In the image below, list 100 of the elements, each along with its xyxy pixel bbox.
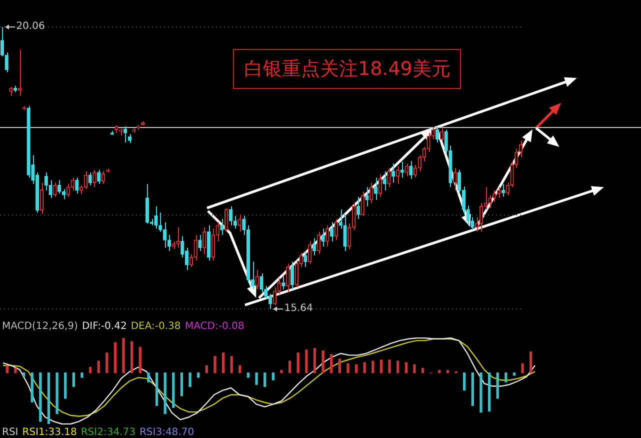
bar: [480, 372, 482, 413]
bar: [130, 341, 134, 374]
bar: [106, 352, 108, 374]
candlestick: [176, 226, 180, 248]
bar: [413, 364, 416, 374]
bar: [97, 360, 100, 374]
annotation: 20.06: [16, 21, 45, 32]
candlestick: [44, 172, 48, 191]
candlestick: [360, 191, 364, 216]
bar: [14, 368, 17, 374]
candlestick: [308, 240, 312, 264]
bar: [264, 372, 266, 387]
candlestick: [97, 169, 101, 184]
bar: [313, 348, 316, 374]
text: RSI2:34.73: [80, 427, 136, 438]
bar: [205, 365, 208, 374]
candlestick: [145, 183, 150, 224]
bar: [255, 372, 258, 385]
candlestick: [304, 250, 308, 268]
text: RSI1:33.18: [22, 427, 77, 438]
bar: [488, 372, 491, 412]
bar: [56, 372, 58, 414]
bar: [296, 352, 300, 374]
candlestick: [413, 164, 418, 178]
candlestick: [282, 276, 286, 290]
candlestick: [290, 261, 294, 290]
chart-title: MACD(12,26,9): [2, 321, 78, 332]
candlestick: [400, 161, 404, 178]
candlestick: [228, 206, 233, 226]
candlestick: [492, 190, 496, 202]
candlestick: [374, 177, 378, 200]
candlestick: [387, 168, 391, 188]
candlestick: [154, 206, 158, 230]
bar: [338, 358, 341, 374]
candlestick: [286, 263, 290, 293]
text: RSI: [2, 427, 18, 438]
candlestick: [202, 226, 206, 255]
candlestick: [238, 214, 242, 232]
candlestick: [316, 231, 320, 255]
candlestick: [162, 222, 167, 248]
bar: [214, 356, 216, 374]
candlestick: [220, 218, 224, 236]
bar: [372, 360, 374, 374]
bar: [388, 360, 391, 374]
bar: [396, 360, 400, 374]
candlestick: [497, 186, 501, 198]
bar: [380, 360, 383, 374]
candlestick: [255, 270, 259, 290]
bar: [164, 372, 166, 414]
candlestick: [404, 163, 408, 177]
bar: [463, 372, 466, 391]
bar: [322, 350, 324, 374]
candlestick: [53, 182, 57, 198]
candlestick: [378, 174, 382, 198]
bar: [138, 346, 142, 374]
bar: [222, 352, 225, 374]
candlestick: [260, 272, 264, 293]
bar: [155, 372, 158, 406]
bar: [64, 372, 67, 399]
annotation: 白银重点关注18.49美元: [233, 49, 462, 89]
bar: [88, 366, 92, 374]
bar: [346, 363, 350, 374]
candlestick: [84, 170, 88, 190]
text: MACD:-0.08: [185, 321, 244, 332]
bar: [305, 349, 308, 374]
text: RSI3:48.70: [139, 427, 194, 438]
bar: [288, 360, 292, 374]
annotation: 15.64: [284, 303, 313, 314]
candlestick: [88, 172, 92, 186]
bar: [496, 372, 499, 399]
text: DEA:-0.38: [130, 321, 181, 332]
bar: [471, 372, 474, 406]
bar: [230, 356, 233, 374]
candlestick: [224, 208, 228, 232]
bar: [47, 372, 50, 424]
candlestick: [4, 52, 8, 73]
candlestick: [518, 140, 523, 158]
bar: [147, 372, 150, 382]
candlestick: [211, 228, 215, 262]
bar: [363, 362, 366, 374]
candlestick: [216, 222, 220, 242]
bar: [280, 370, 283, 374]
bar: [80, 372, 84, 378]
candlestick: [58, 180, 62, 194]
bar: [6, 365, 8, 374]
bar: [521, 363, 524, 374]
bar: [30, 372, 34, 402]
candlestick: [382, 170, 386, 191]
candlestick: [40, 182, 44, 214]
candlestick: [321, 228, 325, 247]
bar: [180, 372, 184, 396]
bar: [504, 372, 508, 382]
candlestick: [198, 234, 202, 252]
bar: [114, 342, 117, 374]
bar: [530, 351, 532, 374]
bar: [188, 372, 192, 387]
bar: [238, 365, 242, 374]
text: DIF:-0.42: [82, 321, 127, 332]
candlestick: [365, 186, 369, 207]
candlestick: [479, 202, 484, 232]
